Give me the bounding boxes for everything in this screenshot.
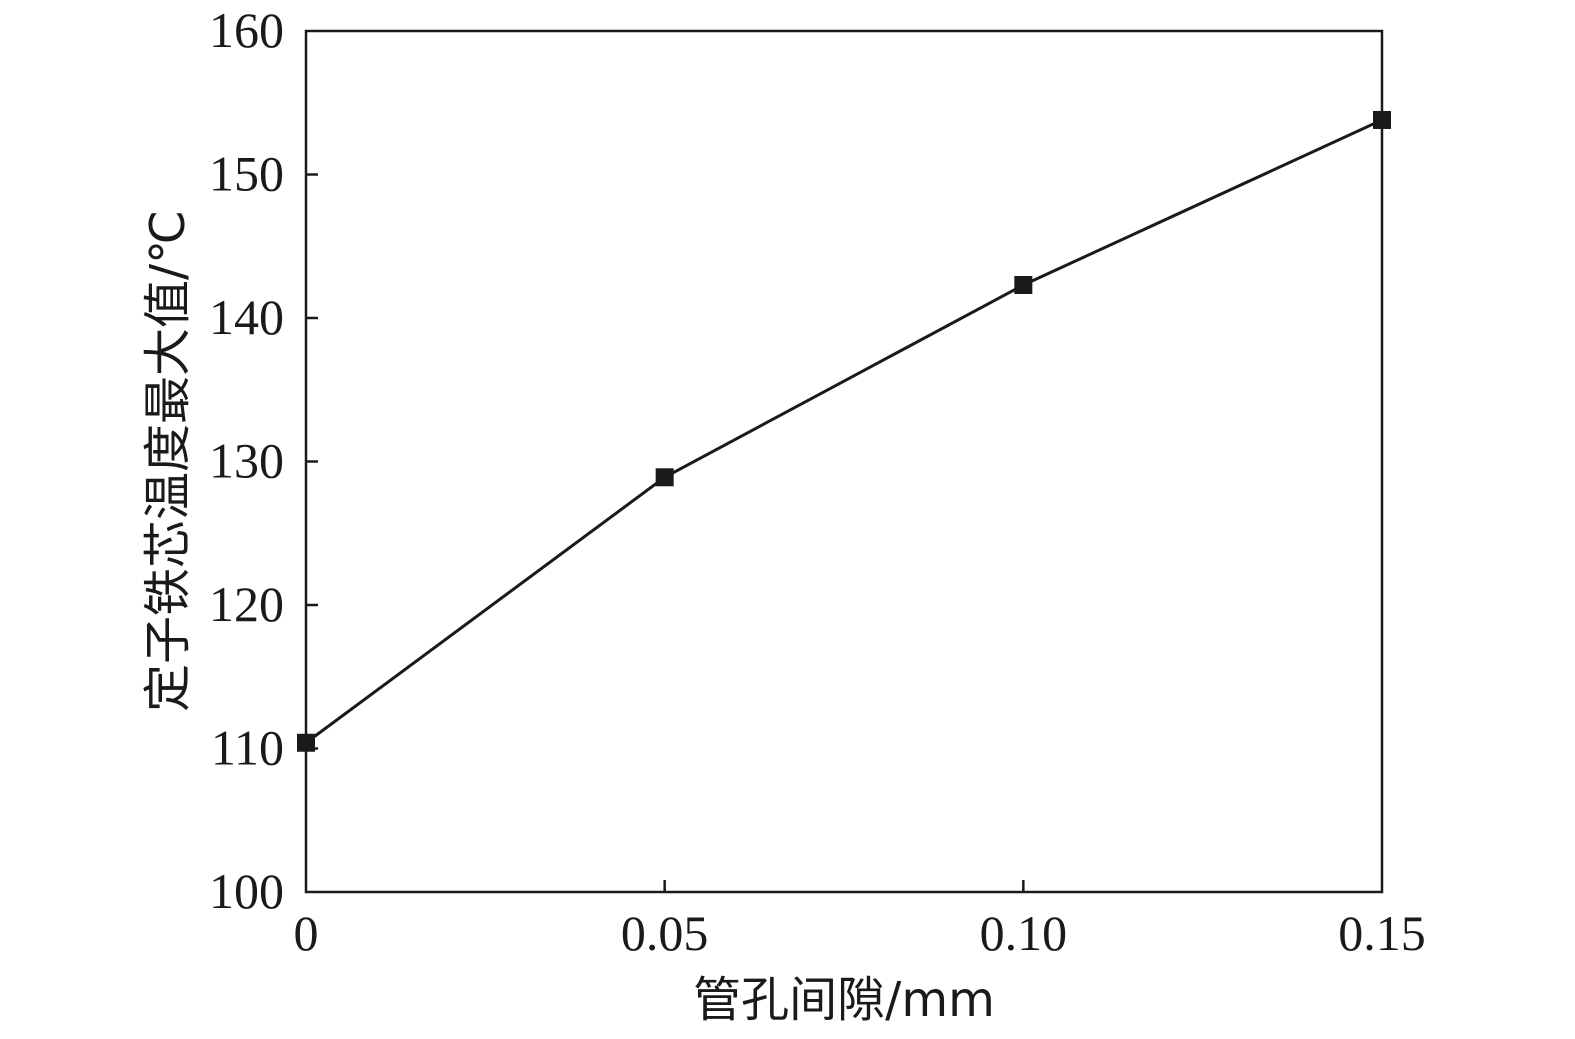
data-point-marker	[297, 733, 315, 752]
data-point-marker	[1014, 275, 1033, 294]
series-layer	[297, 110, 1391, 752]
x-axis-title: 管孔间隙/mm	[693, 972, 995, 1028]
y-tick-label: 160	[209, 2, 284, 58]
y-tick-label: 100	[209, 863, 284, 919]
data-point-marker	[1373, 110, 1391, 129]
y-axis-title: 定子铁芯温度最大值/℃	[140, 210, 196, 712]
x-tick-label: 0	[294, 905, 319, 961]
plot-frame	[304, 29, 1384, 894]
y-tick-label: 140	[209, 289, 284, 345]
x-tick-label: 0.10	[980, 905, 1068, 961]
y-tick-label: 110	[211, 720, 284, 776]
x-axis-ticks: 0 0.05 0.10 0.15	[294, 880, 1426, 961]
y-tick-label: 130	[209, 433, 284, 489]
series-line	[305, 118, 1383, 744]
y-axis-ticks: 100 110 120 130 140 150 160	[209, 2, 318, 919]
data-point-marker	[655, 468, 674, 487]
x-tick-label: 0.05	[621, 905, 709, 961]
x-tick-label: 0.15	[1338, 905, 1426, 961]
y-tick-label: 120	[209, 576, 284, 632]
y-tick-label: 150	[209, 146, 284, 202]
